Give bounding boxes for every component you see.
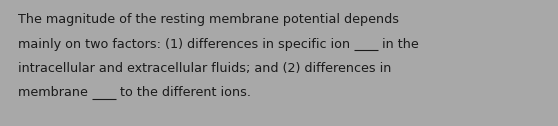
Text: The magnitude of the resting membrane potential depends: The magnitude of the resting membrane po… [18, 13, 399, 26]
Text: mainly on two factors: (1) differences in specific ion: mainly on two factors: (1) differences i… [18, 38, 354, 51]
Text: to the different ions.: to the different ions. [116, 87, 251, 100]
Text: membrane: membrane [18, 87, 92, 100]
Text: in the: in the [378, 38, 419, 51]
Text: intracellular and extracellular fluids; and (2) differences in: intracellular and extracellular fluids; … [18, 62, 391, 75]
